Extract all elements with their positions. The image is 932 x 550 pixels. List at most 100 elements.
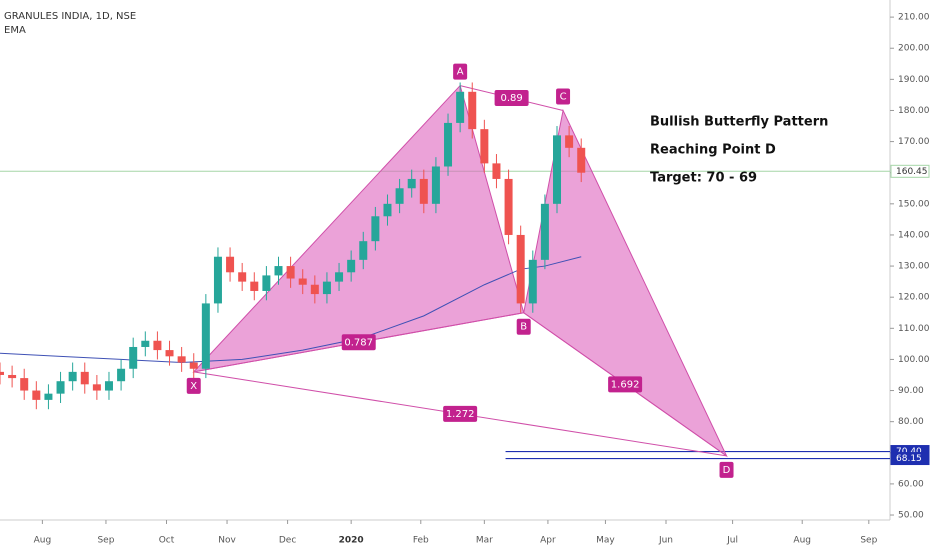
y-tick-label: 100.00 <box>898 355 930 365</box>
x-tick-label: Dec <box>279 536 296 546</box>
candle-body <box>431 166 440 204</box>
point-tag <box>719 461 734 478</box>
candle-body <box>8 374 17 379</box>
y-tick-label: 150.00 <box>898 199 930 209</box>
y-tick-label: 130.00 <box>898 262 930 272</box>
y-tick-label: 140.00 <box>898 230 930 240</box>
candle-body <box>141 340 150 347</box>
candle-body <box>322 281 331 295</box>
candle-body <box>104 381 113 391</box>
y-tick-label: 170.00 <box>898 137 930 147</box>
candle-body <box>553 135 562 204</box>
candle-body <box>262 275 271 291</box>
candle-body <box>44 393 53 400</box>
annotation: Target: 70 - 69 <box>650 171 757 186</box>
candle-body <box>359 241 368 260</box>
candle-body <box>0 371 4 375</box>
candle-body <box>540 203 549 260</box>
ratio-tag <box>341 334 376 351</box>
x-tick-label: Sep <box>860 536 877 546</box>
price-level-label: 160.45 <box>896 167 928 177</box>
x-tick-label: Oct <box>159 536 175 546</box>
candle-body <box>492 163 501 179</box>
candle-body <box>577 147 586 173</box>
candle-body <box>177 356 186 363</box>
candle-body <box>80 371 89 385</box>
candle-body <box>310 284 319 295</box>
y-tick-label: 120.00 <box>898 293 930 303</box>
candle-body <box>238 272 247 282</box>
x-tick-label: Jul <box>726 536 738 546</box>
point-tag <box>516 318 531 335</box>
price-level-label: 68.15 <box>896 454 922 464</box>
y-tick-label: 110.00 <box>898 324 930 334</box>
candle-body <box>565 135 574 148</box>
y-tick-label: 210.00 <box>898 13 930 23</box>
ratio-label: 1.692 <box>611 379 640 390</box>
point-label: A <box>457 67 464 78</box>
annotation: Reaching Point D <box>650 143 776 158</box>
candle-body <box>347 259 356 273</box>
candle-body <box>335 272 344 282</box>
x-tick-label: Aug <box>793 536 811 546</box>
price-level-label: 70.40 <box>896 447 922 457</box>
x-tick-label: Sep <box>97 536 114 546</box>
ema-line <box>0 256 582 364</box>
candle-body <box>56 381 65 394</box>
candle-body <box>201 303 210 369</box>
point-label: C <box>560 91 567 102</box>
point-label: D <box>723 465 731 476</box>
x-tick-label: Jun <box>658 536 673 546</box>
candle-body <box>407 178 416 189</box>
point-label: B <box>520 322 527 333</box>
ratio-tag <box>443 405 478 422</box>
indicator-name: EMA <box>4 25 26 36</box>
candle-body <box>92 384 101 391</box>
ratio-tag <box>494 90 529 107</box>
candle-body <box>250 281 259 291</box>
y-tick-label: 200.00 <box>898 44 930 54</box>
x-tick-label: Mar <box>476 536 493 546</box>
candle-body <box>383 203 392 217</box>
y-tick-label: 60.00 <box>898 479 924 489</box>
x-tick-label: Apr <box>540 536 556 546</box>
point-tag <box>453 63 468 80</box>
candle-body <box>371 216 380 242</box>
ratio-tag <box>608 376 643 393</box>
candle-body <box>528 259 537 304</box>
candle-body <box>419 178 428 204</box>
candle-body <box>165 350 174 357</box>
candle-body <box>444 122 453 167</box>
y-tick-label: 180.00 <box>898 106 930 116</box>
price-level-tag <box>890 164 930 178</box>
x-tick-label: Feb <box>413 536 429 546</box>
candle-body <box>274 266 283 276</box>
candle-body <box>213 256 222 304</box>
candle-body <box>189 362 198 369</box>
ratio-label: 0.89 <box>500 93 522 104</box>
candle-body <box>456 91 465 123</box>
point-tag <box>556 88 571 105</box>
candle-body <box>468 91 477 130</box>
candle-body <box>68 371 77 382</box>
y-tick-label: 90.00 <box>898 386 924 396</box>
candle-body <box>298 278 307 285</box>
price-level-tag <box>890 452 930 466</box>
ratio-label: 0.787 <box>344 337 373 348</box>
chart-title: GRANULES INDIA, 1D, NSE <box>4 11 136 22</box>
candle-body <box>117 368 126 382</box>
candle-body <box>20 378 29 391</box>
ratio-label: 1.272 <box>446 409 475 420</box>
point-tag <box>186 377 201 394</box>
candle-body <box>516 234 525 304</box>
point-label: X <box>190 381 197 392</box>
candle-body <box>32 390 41 400</box>
y-tick-label: 50.00 <box>898 511 924 521</box>
y-tick-label: 190.00 <box>898 75 930 85</box>
candle-body <box>480 129 489 164</box>
x-tick-label: 2020 <box>339 536 364 546</box>
candle-body <box>395 188 404 204</box>
y-tick-label: 80.00 <box>898 417 924 427</box>
x-tick-label: Aug <box>34 536 52 546</box>
